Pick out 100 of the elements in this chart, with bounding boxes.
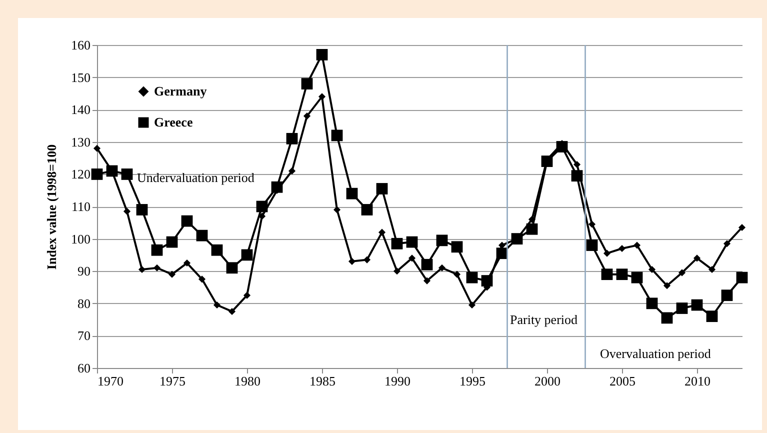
point [378,228,386,236]
y-tick-label: 160 [71,38,90,52]
point [738,224,746,232]
x-tick-label: 2005 [610,374,636,388]
point [121,168,133,180]
point [438,264,446,272]
point [123,208,131,215]
point [721,290,733,302]
point [723,240,731,248]
point [648,266,656,274]
point [451,241,463,253]
point [708,266,716,274]
point [151,244,163,256]
point [468,301,476,309]
point [256,200,268,212]
y-tick-label: 130 [71,134,90,150]
point [736,272,748,284]
point [168,270,176,278]
y-tick-label: 60 [78,360,90,376]
point [586,240,598,251]
point [573,160,581,168]
point [181,215,193,227]
point [693,254,701,262]
legend-label: Greece [154,114,193,130]
x-tick-label: 1990 [384,374,410,388]
point [603,250,611,257]
y-tick-label: 120 [71,166,90,182]
point [556,141,568,152]
point [166,236,178,248]
point [138,266,146,274]
point [243,292,251,299]
point [571,170,583,182]
point [421,258,433,270]
point [588,220,596,228]
point [633,242,641,249]
x-tick-label: 1975 [160,374,186,388]
point [663,282,671,290]
point [601,268,613,280]
point [153,264,161,272]
point [271,181,283,193]
point [481,275,493,286]
point [286,132,298,144]
point [526,223,538,235]
y-tick-label: 140 [71,102,90,118]
point [466,272,478,284]
x-tick-label: 2000 [534,374,560,388]
x-tick-label: 1995 [460,374,486,388]
point [318,93,326,100]
point [288,167,296,175]
point [678,269,686,276]
point [198,276,206,283]
point [348,258,356,265]
x-tick-label: 1985 [310,374,336,388]
point [423,277,431,284]
y-tick-label: 150 [71,70,90,85]
point [346,188,358,200]
point [406,236,418,248]
point [616,268,628,280]
point [393,268,401,275]
y-tick-label: 90 [78,264,90,279]
point [618,244,626,252]
annotation: Undervaluation period [137,170,255,185]
point [453,270,461,278]
point [183,259,191,267]
legend-label: Germany [154,84,208,98]
point [316,48,328,60]
point [361,204,373,216]
point [213,301,221,309]
point [363,256,371,264]
point [303,112,311,120]
point [91,168,103,180]
point [691,299,703,311]
point [331,130,343,142]
point [93,144,101,152]
point [646,298,658,310]
point [301,78,313,90]
point [631,272,643,284]
y-axis-title: Index value (1998=100 [44,144,59,270]
point [333,206,341,214]
y-tick-label: 70 [78,328,90,344]
point [676,302,688,314]
y-tick-label: 100 [71,231,90,246]
point [226,262,238,274]
x-tick-label: 1980 [234,374,260,388]
point [661,312,673,324]
annotation: Parity period [510,312,578,327]
point [436,234,448,246]
point [408,254,416,262]
point [136,204,148,216]
point [706,310,718,322]
point [391,238,403,250]
annotation: Overvaluation period [600,346,712,361]
point [211,244,223,256]
point [196,230,208,242]
point [541,156,553,167]
y-tick-label: 110 [71,199,90,214]
x-tick-label: 1970 [98,374,124,388]
point [228,308,236,316]
y-tick-label: 80 [78,296,90,311]
point [498,242,506,249]
